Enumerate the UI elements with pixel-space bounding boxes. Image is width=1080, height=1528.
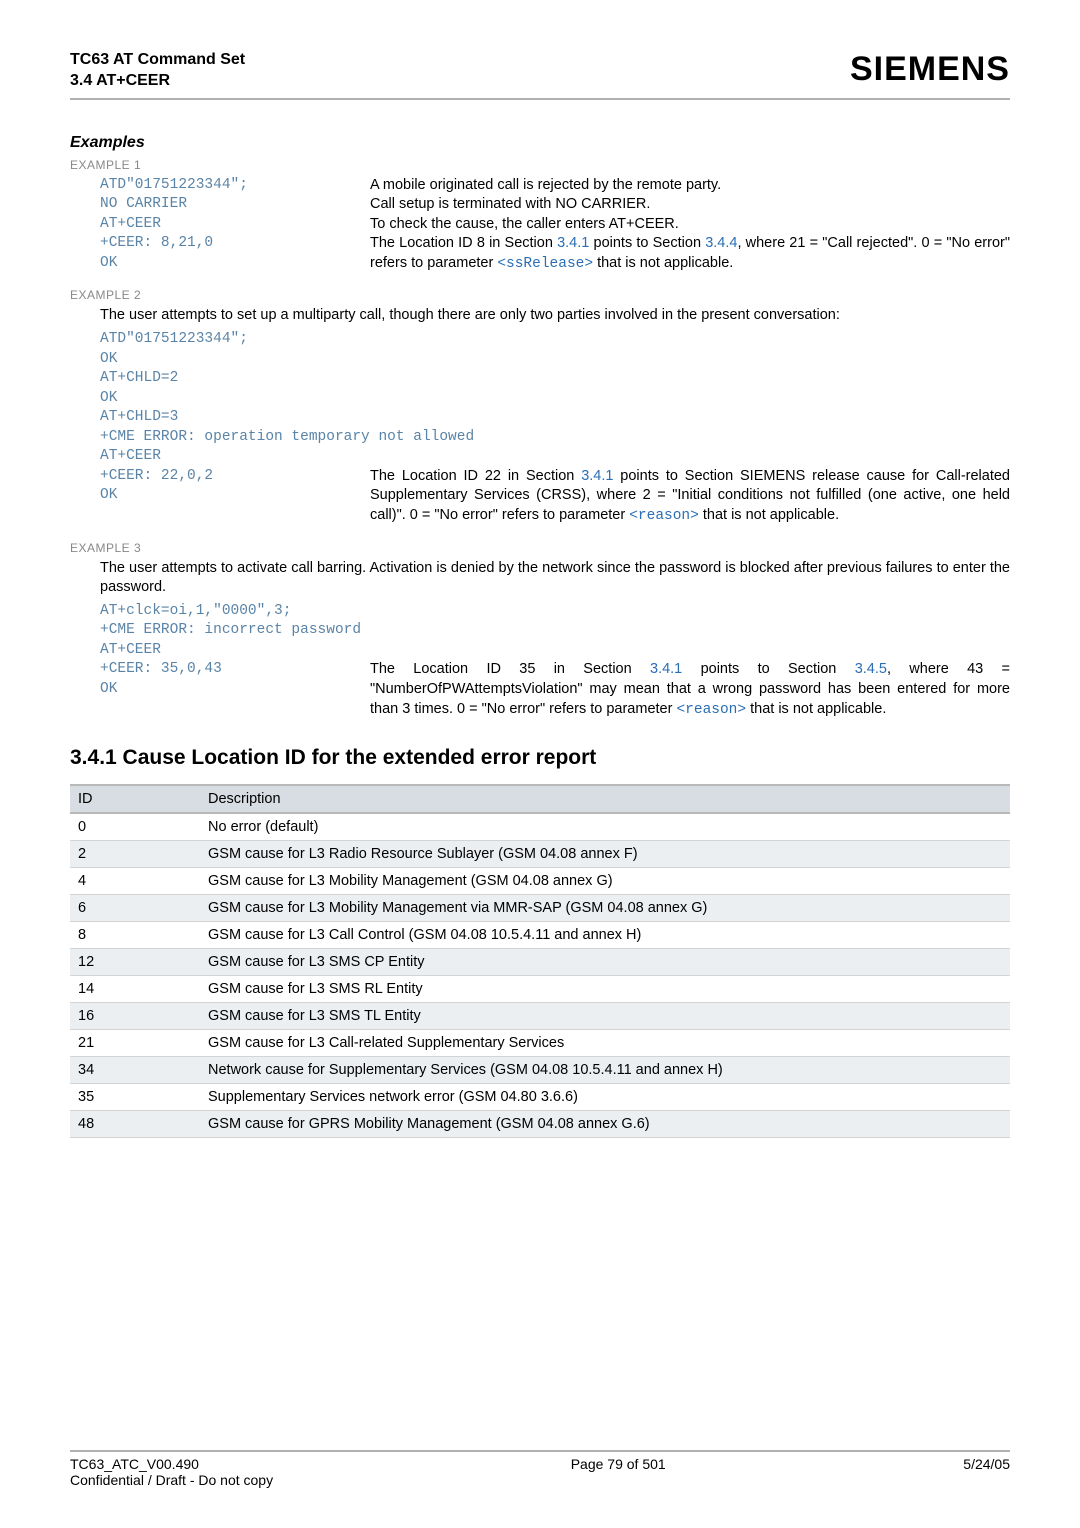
ex1-row-3: +CEER: 8,21,0 OK The Location ID 8 in Se…	[70, 234, 1010, 274]
ex3-line-0: AT+clck=oi,1,"0000",3;	[70, 602, 1010, 622]
col-head-desc: Description	[200, 785, 1010, 813]
footer-right: 5/24/05	[963, 1456, 1010, 1488]
table-row: 6GSM cause for L3 Mobility Management vi…	[70, 895, 1010, 922]
link-3-4-1-b[interactable]: 3.4.1	[581, 468, 613, 484]
footer-center: Page 79 of 501	[571, 1456, 666, 1488]
ex3-line-1: +CME ERROR: incorrect password	[70, 621, 1010, 641]
example-2-label: EXAMPLE 2	[70, 288, 1010, 302]
footer-row: TC63_ATC_V00.490 Confidential / Draft - …	[70, 1456, 1010, 1488]
footer-divider	[70, 1450, 1010, 1452]
ex3-result-row: +CEER: 35,0,43 OK The Location ID 35 in …	[70, 660, 1010, 720]
ex2-line-0: ATD"01751223344";	[70, 330, 1010, 350]
ex1-code-2: AT+CEER	[100, 215, 370, 235]
table-row: 12GSM cause for L3 SMS CP Entity	[70, 949, 1010, 976]
brand-logo-text: SIEMENS	[850, 50, 1010, 89]
ex2-result-row: +CEER: 22,0,2 OK The Location ID 22 in S…	[70, 467, 1010, 527]
ex1-row-2: AT+CEER To check the cause, the caller e…	[70, 215, 1010, 235]
example-3: EXAMPLE 3 The user attempts to activate …	[70, 541, 1010, 721]
cause-location-table: ID Description 0No error (default) 2GSM …	[70, 784, 1010, 1138]
link-3-4-4[interactable]: 3.4.4	[705, 235, 737, 251]
ex2-line-5: +CME ERROR: operation temporary not allo…	[70, 428, 1010, 448]
ex2-line-2: AT+CHLD=2	[70, 369, 1010, 389]
table-row: 21GSM cause for L3 Call-related Suppleme…	[70, 1030, 1010, 1057]
link-3-4-1-c[interactable]: 3.4.1	[650, 661, 682, 677]
header-title-line1: TC63 AT Command Set	[70, 51, 245, 68]
example-2: EXAMPLE 2 The user attempts to set up a …	[70, 288, 1010, 526]
ex2-result-expl: The Location ID 22 in Section 3.4.1 poin…	[370, 467, 1010, 527]
ex1-row-1: NO CARRIER Call setup is terminated with…	[70, 195, 1010, 215]
table-head-row: ID Description	[70, 785, 1010, 813]
footer-left: TC63_ATC_V00.490 Confidential / Draft - …	[70, 1456, 273, 1488]
example-3-label: EXAMPLE 3	[70, 541, 1010, 555]
ex1-code-1: NO CARRIER	[100, 195, 370, 215]
table-row: 8GSM cause for L3 Call Control (GSM 04.0…	[70, 922, 1010, 949]
ex2-line-3: OK	[70, 389, 1010, 409]
table-row: 2GSM cause for L3 Radio Resource Sublaye…	[70, 841, 1010, 868]
param-ssrelease[interactable]: <ssRelease>	[497, 256, 593, 272]
ex1-expl-2: To check the cause, the caller enters AT…	[370, 215, 1010, 235]
ex2-line-6: AT+CEER	[70, 447, 1010, 467]
example-1-label: EXAMPLE 1	[70, 158, 1010, 172]
examples-heading: Examples	[70, 134, 1010, 152]
col-head-id: ID	[70, 785, 200, 813]
example-1: EXAMPLE 1 ATD"01751223344"; A mobile ori…	[70, 158, 1010, 275]
table-row: 0No error (default)	[70, 813, 1010, 841]
table-row: 16GSM cause for L3 SMS TL Entity	[70, 1003, 1010, 1030]
header-title-line2: 3.4 AT+CEER	[70, 72, 170, 89]
ex3-result-expl: The Location ID 35 in Section 3.4.1 poin…	[370, 660, 1010, 720]
table-row: 48GSM cause for GPRS Mobility Management…	[70, 1111, 1010, 1138]
ex1-code-0: ATD"01751223344";	[100, 176, 370, 196]
ex1-row-0: ATD"01751223344"; A mobile originated ca…	[70, 176, 1010, 196]
page-header: TC63 AT Command Set 3.4 AT+CEER SIEMENS	[70, 50, 1010, 92]
param-reason[interactable]: <reason>	[629, 508, 699, 524]
table-row: 4GSM cause for L3 Mobility Management (G…	[70, 868, 1010, 895]
ex1-expl-3: The Location ID 8 in Section 3.4.1 point…	[370, 234, 1010, 274]
header-title: TC63 AT Command Set 3.4 AT+CEER	[70, 50, 245, 92]
ex1-expl-1: Call setup is terminated with NO CARRIER…	[370, 195, 1010, 215]
example-3-intro: The user attempts to activate call barri…	[70, 559, 1010, 598]
ex2-result-code: +CEER: 22,0,2 OK	[100, 467, 370, 506]
page-footer: TC63_ATC_V00.490 Confidential / Draft - …	[70, 1450, 1010, 1488]
section-title: 3.4.1 Cause Location ID for the extended…	[70, 746, 1010, 770]
ex1-code-3: +CEER: 8,21,0 OK	[100, 234, 370, 273]
ex2-line-4: AT+CHLD=3	[70, 408, 1010, 428]
example-2-intro: The user attempts to set up a multiparty…	[70, 306, 1010, 326]
table-row: 35Supplementary Services network error (…	[70, 1084, 1010, 1111]
link-3-4-1[interactable]: 3.4.1	[557, 235, 589, 251]
ex3-result-code: +CEER: 35,0,43 OK	[100, 660, 370, 699]
param-reason-b[interactable]: <reason>	[676, 702, 746, 718]
table-row: 14GSM cause for L3 SMS RL Entity	[70, 976, 1010, 1003]
ex2-line-1: OK	[70, 350, 1010, 370]
ex1-expl-0: A mobile originated call is rejected by …	[370, 176, 1010, 196]
table-row: 34Network cause for Supplementary Servic…	[70, 1057, 1010, 1084]
ex3-line-2: AT+CEER	[70, 641, 1010, 661]
header-divider	[70, 98, 1010, 100]
link-3-4-5[interactable]: 3.4.5	[855, 661, 887, 677]
